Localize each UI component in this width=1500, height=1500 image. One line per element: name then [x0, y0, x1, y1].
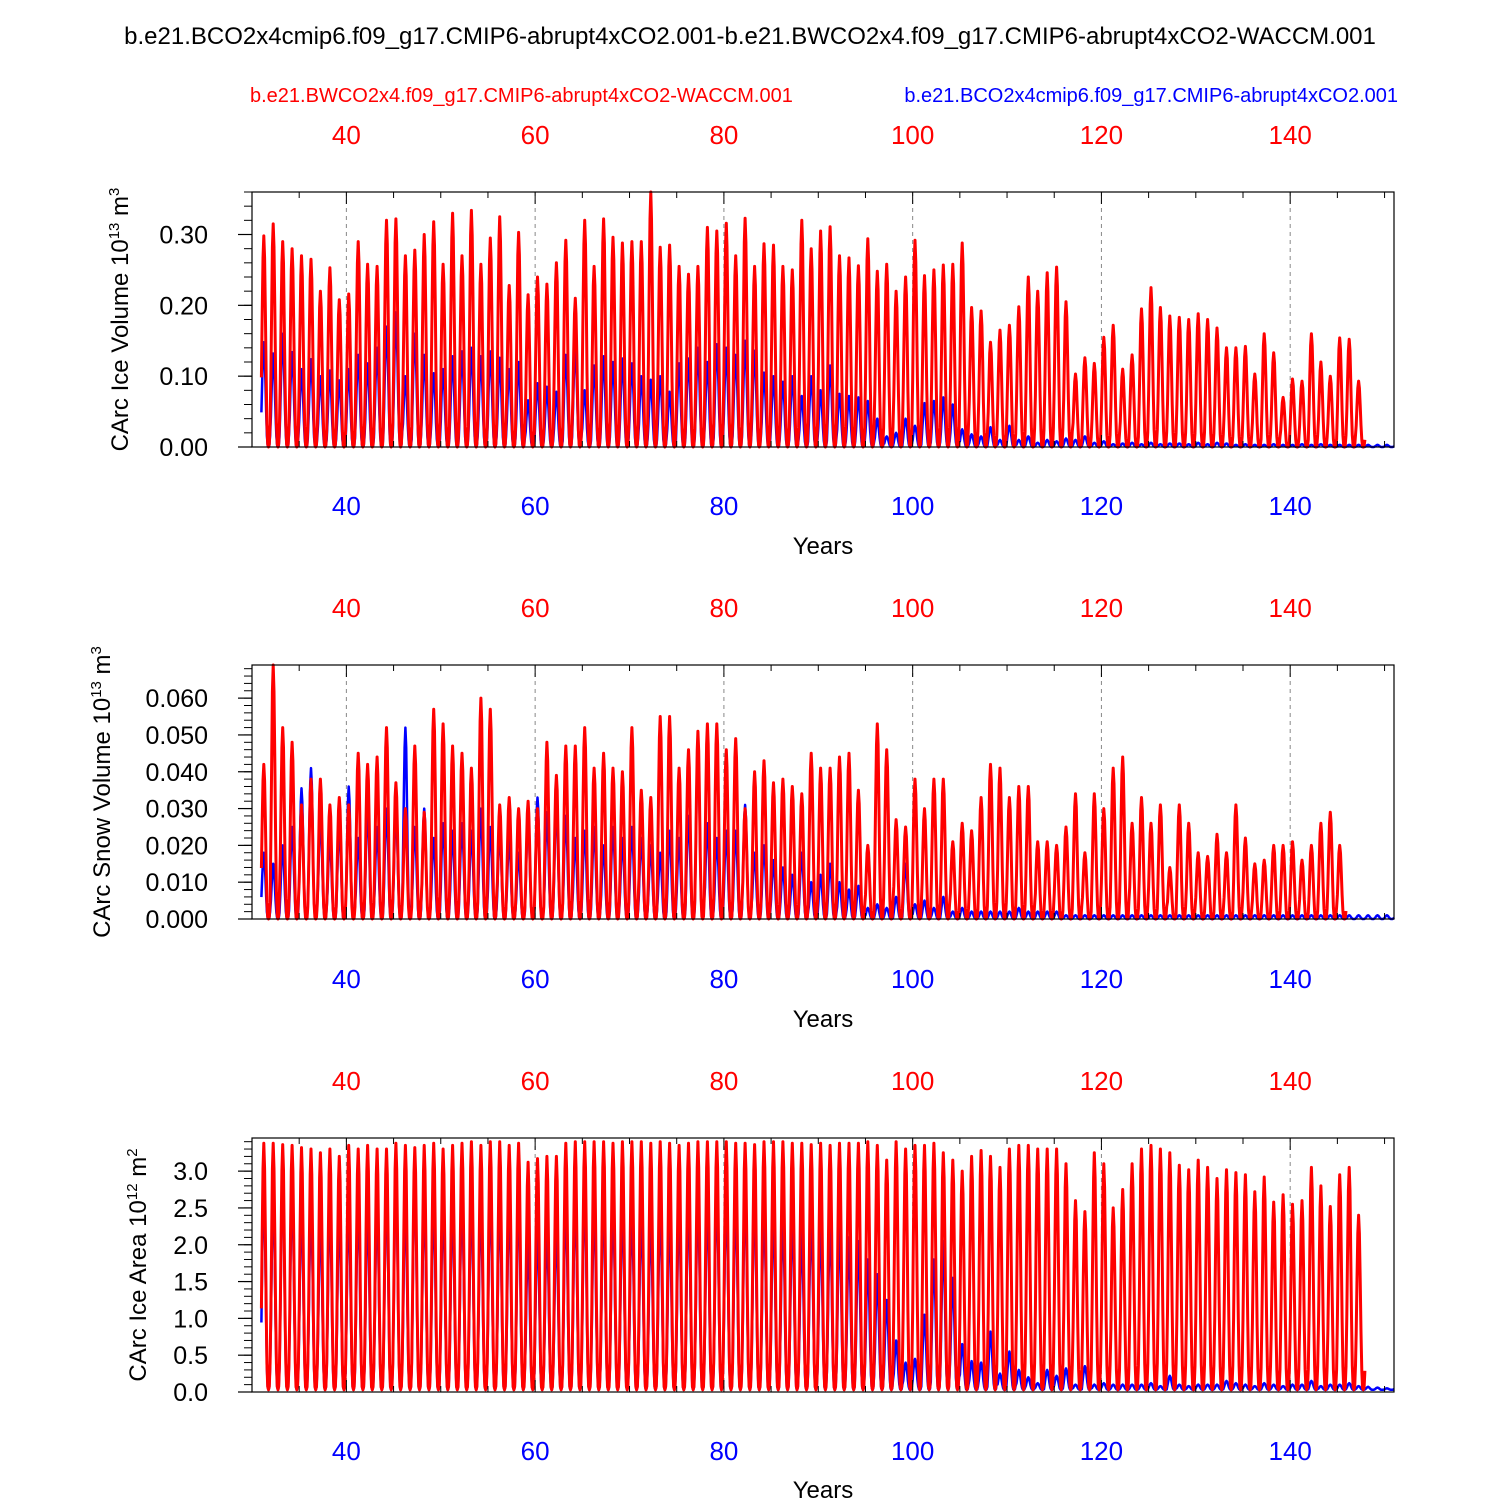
- x-tick-label-bottom: 80: [709, 1436, 738, 1466]
- y-tick-label: 0.010: [145, 869, 208, 897]
- y-tick-label: 0.020: [145, 832, 208, 860]
- x-tick-label-top: 100: [891, 120, 934, 150]
- y-tick-label: 1.0: [173, 1305, 208, 1333]
- x-tick-label-bottom: 100: [891, 964, 934, 994]
- ice-volume-panel: 0.00 0.10 0.20 0.30 40 40 60 60 80 80 100 100 120 120…: [106, 120, 1395, 560]
- x-tick-label-bottom: 100: [891, 1436, 934, 1466]
- y-tick-label: 2.5: [173, 1195, 208, 1223]
- x-tick-label-bottom: 40: [332, 491, 361, 521]
- red-series-line: [259, 190, 1367, 449]
- red-series-label: b.e21.BWCO2x4.f09_g17.CMIP6-abrupt4xCO2-…: [250, 85, 793, 107]
- y-tick-label: 0.00: [159, 434, 208, 462]
- y-tick-label: 0.0: [173, 1379, 208, 1407]
- x-tick-label-top: 60: [521, 1066, 550, 1096]
- x-axis-label: Years: [793, 1477, 854, 1500]
- x-tick-label-bottom: 120: [1080, 964, 1123, 994]
- snow-volume-panel: 0.000 0.010 0.020 0.030 0.040 0.050 0.060 40 40 6…: [88, 593, 1395, 1033]
- x-tick-label-bottom: 120: [1080, 1436, 1123, 1466]
- x-tick-label-top: 120: [1080, 120, 1123, 150]
- x-tick-label-bottom: 140: [1268, 1436, 1311, 1466]
- x-tick-label-bottom: 40: [332, 964, 361, 994]
- x-tick-label-top: 80: [709, 120, 738, 150]
- y-tick-label: 0.040: [145, 759, 208, 787]
- y-tick-label: 0.5: [173, 1342, 208, 1370]
- x-tick-label-top: 60: [521, 593, 550, 623]
- x-tick-label-bottom: 100: [891, 491, 934, 521]
- red-series-line: [259, 1140, 1367, 1392]
- x-tick-label-bottom: 60: [521, 1436, 550, 1466]
- y-tick-label: 0.030: [145, 796, 208, 824]
- x-axis-label: Years: [793, 533, 854, 560]
- x-tick-label-top: 80: [709, 1066, 738, 1096]
- x-tick-label-top: 40: [332, 593, 361, 623]
- x-tick-label-top: 140: [1268, 593, 1311, 623]
- x-tick-label-top: 40: [332, 1066, 361, 1096]
- x-axis-label: Years: [793, 1006, 854, 1033]
- x-tick-label-top: 120: [1080, 1066, 1123, 1096]
- blue-series-label: b.e21.BCO2x4cmip6.f09_g17.CMIP6-abrupt4x…: [904, 85, 1398, 107]
- x-tick-label-top: 100: [891, 593, 934, 623]
- x-tick-label-bottom: 80: [709, 491, 738, 521]
- y-tick-label: 1.5: [173, 1269, 208, 1297]
- y-tick-label: 0.20: [159, 292, 208, 320]
- red-series-line: [259, 663, 1348, 921]
- y-tick-label: 0.000: [145, 906, 208, 934]
- ice-area-panel: 0.0 0.5 1.0 1.5 2.0 2.5 3.0 40 40 60 60 80 80 100 100 1…: [124, 1066, 1395, 1500]
- y-tick-label: 0.060: [145, 685, 208, 713]
- x-tick-label-top: 140: [1268, 120, 1311, 150]
- x-tick-label-bottom: 40: [332, 1436, 361, 1466]
- x-tick-label-top: 120: [1080, 593, 1123, 623]
- x-tick-label-bottom: 140: [1268, 964, 1311, 994]
- x-tick-label-bottom: 120: [1080, 491, 1123, 521]
- y-axis-label: CArc Ice Area 1012 m2: [124, 1148, 152, 1381]
- y-tick-label: 0.30: [159, 222, 208, 250]
- x-tick-label-bottom: 140: [1268, 491, 1311, 521]
- y-axis-label: CArc Ice Volume 1013 m3: [106, 188, 134, 452]
- x-tick-label-top: 80: [709, 593, 738, 623]
- x-tick-label-bottom: 80: [709, 964, 738, 994]
- x-tick-label-bottom: 60: [521, 964, 550, 994]
- main-title: b.e21.BCO2x4cmip6.f09_g17.CMIP6-abrupt4x…: [124, 23, 1376, 50]
- y-tick-label: 3.0: [173, 1158, 208, 1186]
- y-axis-label: CArc Snow Volume 1013 m3: [88, 646, 116, 938]
- x-tick-label-top: 100: [891, 1066, 934, 1096]
- x-tick-label-top: 60: [521, 120, 550, 150]
- x-tick-label-bottom: 60: [521, 491, 550, 521]
- y-tick-label: 0.10: [159, 363, 208, 391]
- y-tick-label: 2.0: [173, 1232, 208, 1260]
- plot-frame: [251, 664, 1395, 920]
- x-tick-label-top: 40: [332, 120, 361, 150]
- plot-frame: [251, 1137, 1395, 1393]
- x-tick-label-top: 140: [1268, 1066, 1311, 1096]
- y-tick-label: 0.050: [145, 722, 208, 750]
